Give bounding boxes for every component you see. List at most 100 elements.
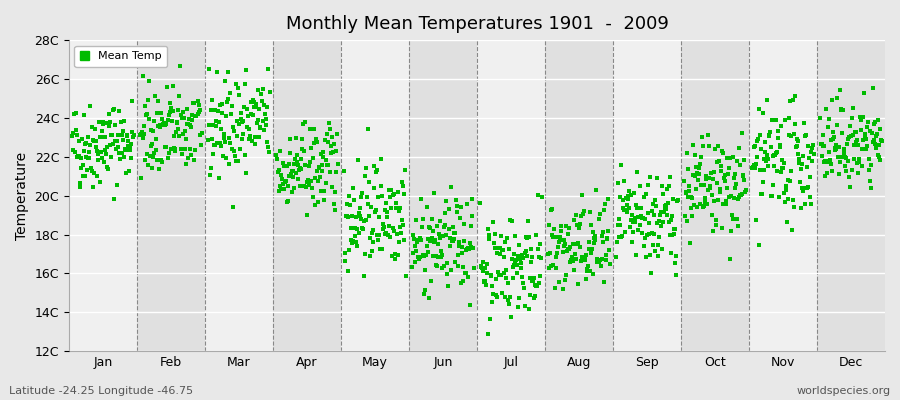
Point <box>345 213 359 219</box>
Point <box>281 198 295 204</box>
Point <box>234 116 248 122</box>
Point <box>233 146 248 152</box>
Point <box>397 191 411 198</box>
Point <box>788 144 803 150</box>
Point <box>520 235 535 241</box>
Point <box>821 158 835 165</box>
Point <box>524 258 538 265</box>
Point <box>737 176 751 183</box>
Point <box>724 212 739 218</box>
Point <box>173 63 187 69</box>
Point <box>497 270 511 276</box>
Point <box>641 182 655 188</box>
Point <box>250 120 265 126</box>
Point <box>158 121 173 127</box>
Point <box>318 197 332 203</box>
Point <box>849 129 863 135</box>
Point <box>415 252 429 258</box>
Point <box>609 238 624 245</box>
Point <box>680 166 695 172</box>
Point <box>347 225 362 232</box>
Point <box>154 110 168 116</box>
Point <box>706 169 721 176</box>
Point <box>473 263 488 269</box>
Point <box>815 132 830 138</box>
Point <box>443 242 457 249</box>
Point <box>679 188 693 195</box>
Point <box>600 227 615 234</box>
Point <box>149 110 164 116</box>
Point <box>117 118 131 124</box>
Point <box>760 96 774 103</box>
Point <box>718 178 733 184</box>
Point <box>115 150 130 156</box>
Point <box>576 256 590 262</box>
Point <box>219 112 233 119</box>
Point <box>392 208 406 214</box>
Point <box>426 228 440 234</box>
Point <box>707 146 722 152</box>
Point <box>310 138 324 145</box>
Point <box>585 246 599 252</box>
Point <box>292 166 306 173</box>
Point <box>342 193 356 200</box>
Point <box>412 235 427 241</box>
Point <box>319 180 333 186</box>
Point <box>562 225 577 231</box>
Point <box>684 205 698 212</box>
Point <box>341 214 356 220</box>
Point <box>486 291 500 298</box>
Point <box>428 238 442 245</box>
Point <box>680 218 694 224</box>
Point <box>507 251 521 257</box>
Point <box>569 256 583 263</box>
Point <box>559 272 573 279</box>
Point <box>339 201 354 208</box>
Point <box>782 132 796 138</box>
Point <box>89 144 104 150</box>
Point <box>785 227 799 234</box>
Point <box>635 214 650 221</box>
Point <box>246 112 260 118</box>
Point <box>521 234 535 240</box>
Point <box>686 172 700 178</box>
Point <box>379 200 393 206</box>
Point <box>572 225 586 231</box>
Point <box>445 184 459 190</box>
Point <box>279 178 293 184</box>
Point <box>523 292 537 298</box>
Point <box>717 172 732 178</box>
Point <box>122 143 136 150</box>
Point <box>794 204 808 211</box>
Point <box>285 189 300 195</box>
Point <box>864 185 878 191</box>
Point <box>88 126 103 132</box>
Point <box>394 230 409 236</box>
Point <box>680 150 695 157</box>
Point <box>720 185 734 191</box>
Point <box>477 278 491 285</box>
Point <box>138 157 152 164</box>
Point <box>840 140 854 147</box>
Point <box>290 158 304 165</box>
Point <box>359 216 374 223</box>
Point <box>652 212 667 218</box>
Point <box>489 276 503 282</box>
Point <box>530 192 544 198</box>
Point <box>183 146 197 152</box>
Point <box>296 183 310 189</box>
Point <box>78 173 93 179</box>
Point <box>649 202 663 209</box>
Point <box>587 240 601 246</box>
Point <box>406 231 420 238</box>
Point <box>205 96 220 103</box>
Point <box>694 154 708 160</box>
Point <box>346 197 361 204</box>
Point <box>308 175 322 182</box>
Point <box>696 204 710 210</box>
Point <box>634 205 649 211</box>
Point <box>87 137 102 144</box>
Point <box>647 231 662 237</box>
Point <box>227 128 241 134</box>
Point <box>370 167 384 174</box>
